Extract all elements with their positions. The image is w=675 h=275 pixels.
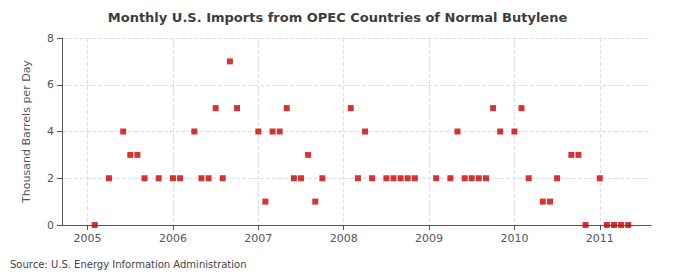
svg-text:2009: 2009 <box>415 232 443 245</box>
svg-text:2: 2 <box>47 172 54 185</box>
svg-text:2007: 2007 <box>244 232 272 245</box>
svg-text:0: 0 <box>47 219 54 232</box>
svg-text:2008: 2008 <box>330 232 358 245</box>
svg-text:2006: 2006 <box>159 232 187 245</box>
svg-text:8: 8 <box>47 32 54 45</box>
svg-text:Source: U.S. Energy Informatio: Source: U.S. Energy Information Administ… <box>10 259 247 270</box>
svg-text:2011: 2011 <box>586 232 614 245</box>
svg-text:Thousand Barrels per Day: Thousand Barrels per Day <box>20 60 33 204</box>
svg-text:4: 4 <box>47 125 54 138</box>
svg-text:2010: 2010 <box>500 232 528 245</box>
svg-text:Monthly U.S. Imports from OPEC: Monthly U.S. Imports from OPEC Countries… <box>108 10 568 25</box>
svg-text:2005: 2005 <box>74 232 102 245</box>
svg-text:6: 6 <box>47 78 54 91</box>
